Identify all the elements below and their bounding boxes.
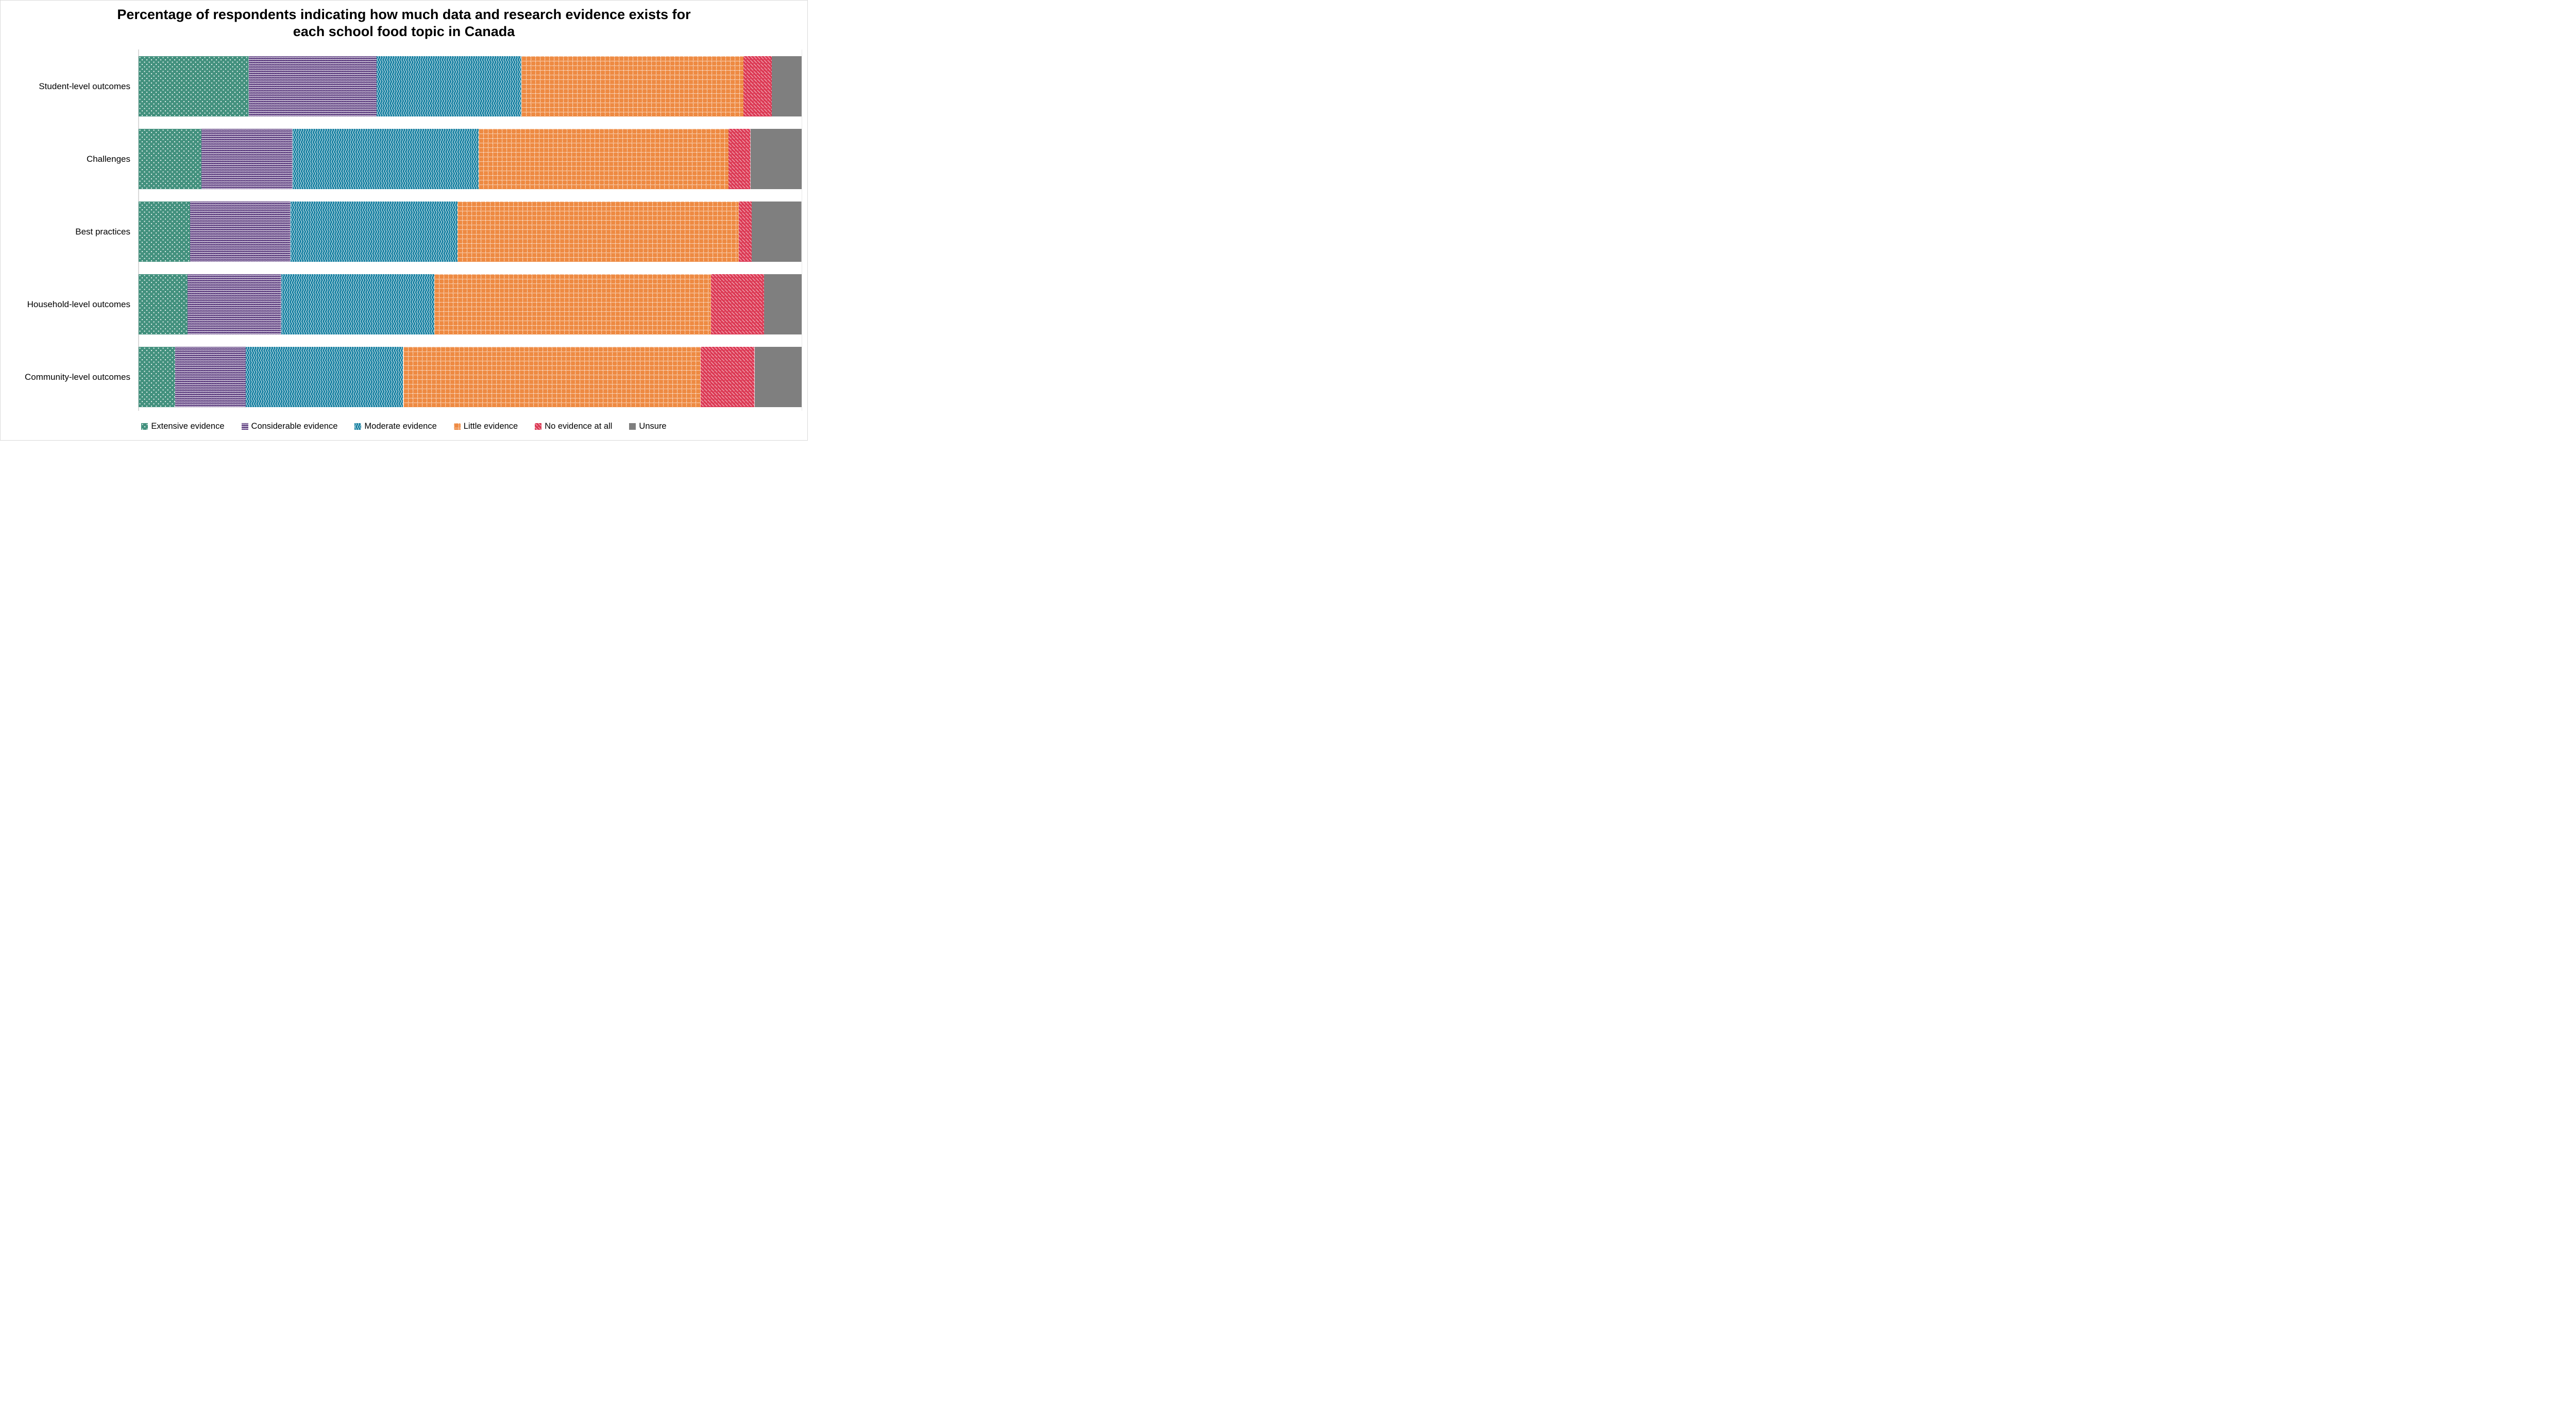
bar-segment-unsure xyxy=(754,347,802,407)
legend-item-label: Little evidence xyxy=(463,422,518,431)
bar-segment-no-evidence-at-all xyxy=(743,56,772,116)
legend-item-label: Moderate evidence xyxy=(364,422,437,431)
bar-segment-moderate-evidence xyxy=(281,274,434,334)
bar-segment-no-evidence-at-all xyxy=(710,274,764,334)
stacked-bar xyxy=(139,56,802,116)
chart-title: Percentage of respondents indicating how… xyxy=(1,6,807,40)
category-label: Student-level outcomes xyxy=(39,81,130,91)
category-label: Best practices xyxy=(75,226,130,237)
stacked-bar xyxy=(139,129,802,189)
legend-item-label: Considerable evidence xyxy=(251,422,338,431)
bar-row-challenges: Challenges xyxy=(1,129,802,189)
stacked-bar xyxy=(139,274,802,334)
bar-segment-considerable-evidence xyxy=(248,56,377,116)
legend-item-little-evidence: Little evidence xyxy=(453,422,518,431)
bar-segment-extensive-evidence xyxy=(139,202,191,262)
legend-swatch-icon xyxy=(354,423,362,430)
plot-area: Student-level outcomes Challenges Best pra… xyxy=(1,56,802,420)
bar-segment-considerable-evidence xyxy=(190,202,291,262)
bar-segment-extensive-evidence xyxy=(139,347,175,407)
bar-segment-no-evidence-at-all xyxy=(728,129,751,189)
bar-row-household-level-outcomes: Household-level outcomes xyxy=(1,274,802,334)
bar-segment-moderate-evidence xyxy=(290,202,458,262)
bar-segment-extensive-evidence xyxy=(139,274,188,334)
legend: Extensive evidence Considerable evidence M… xyxy=(1,422,807,431)
bar-row-student-level-outcomes: Student-level outcomes xyxy=(1,56,802,116)
legend-item-unsure: Unsure xyxy=(629,422,667,431)
bar-segment-little-evidence xyxy=(521,56,743,116)
bar-row-best-practices: Best practices xyxy=(1,202,802,262)
bar-segment-unsure xyxy=(772,56,802,116)
bar-row-community-level-outcomes: Community-level outcomes xyxy=(1,347,802,407)
chart-title-line2: each school food topic in Canada xyxy=(293,24,515,39)
chart-title-line1: Percentage of respondents indicating how… xyxy=(117,7,691,22)
bar-segment-no-evidence-at-all xyxy=(738,202,752,262)
legend-swatch-icon xyxy=(535,423,542,430)
chart-canvas: Percentage of respondents indicating how… xyxy=(0,0,808,441)
legend-item-considerable-evidence: Considerable evidence xyxy=(241,422,338,431)
bar-segment-little-evidence xyxy=(403,347,701,407)
legend-swatch-icon xyxy=(629,423,636,430)
legend-item-label: Extensive evidence xyxy=(151,422,225,431)
legend-item-label: No evidence at all xyxy=(545,422,613,431)
bar-segment-extensive-evidence xyxy=(139,56,249,116)
category-label: Household-level outcomes xyxy=(27,299,130,309)
legend-swatch-icon xyxy=(141,423,148,430)
legend-item-label: Unsure xyxy=(639,422,667,431)
bar-segment-unsure xyxy=(764,274,802,334)
category-label: Community-level outcomes xyxy=(24,372,130,382)
category-label: Challenges xyxy=(86,154,130,164)
bar-segment-little-evidence xyxy=(479,129,729,189)
bar-segment-little-evidence xyxy=(434,274,711,334)
bar-segment-considerable-evidence xyxy=(175,347,246,407)
legend-swatch-icon xyxy=(453,423,461,430)
legend-swatch-icon xyxy=(241,423,248,430)
bar-segment-unsure xyxy=(752,202,802,262)
bar-segment-extensive-evidence xyxy=(139,129,202,189)
bar-segment-little-evidence xyxy=(457,202,739,262)
bar-segment-moderate-evidence xyxy=(246,347,403,407)
bar-segment-moderate-evidence xyxy=(292,129,479,189)
legend-item-no-evidence-at-all: No evidence at all xyxy=(535,422,612,431)
bar-segment-considerable-evidence xyxy=(201,129,293,189)
bar-segment-no-evidence-at-all xyxy=(701,347,755,407)
bar-segment-considerable-evidence xyxy=(188,274,281,334)
stacked-bar xyxy=(139,347,802,407)
bar-segment-unsure xyxy=(750,129,802,189)
legend-item-moderate-evidence: Moderate evidence xyxy=(354,422,437,431)
stacked-bar xyxy=(139,202,802,262)
legend-item-extensive-evidence: Extensive evidence xyxy=(141,422,225,431)
bar-segment-moderate-evidence xyxy=(377,56,521,116)
